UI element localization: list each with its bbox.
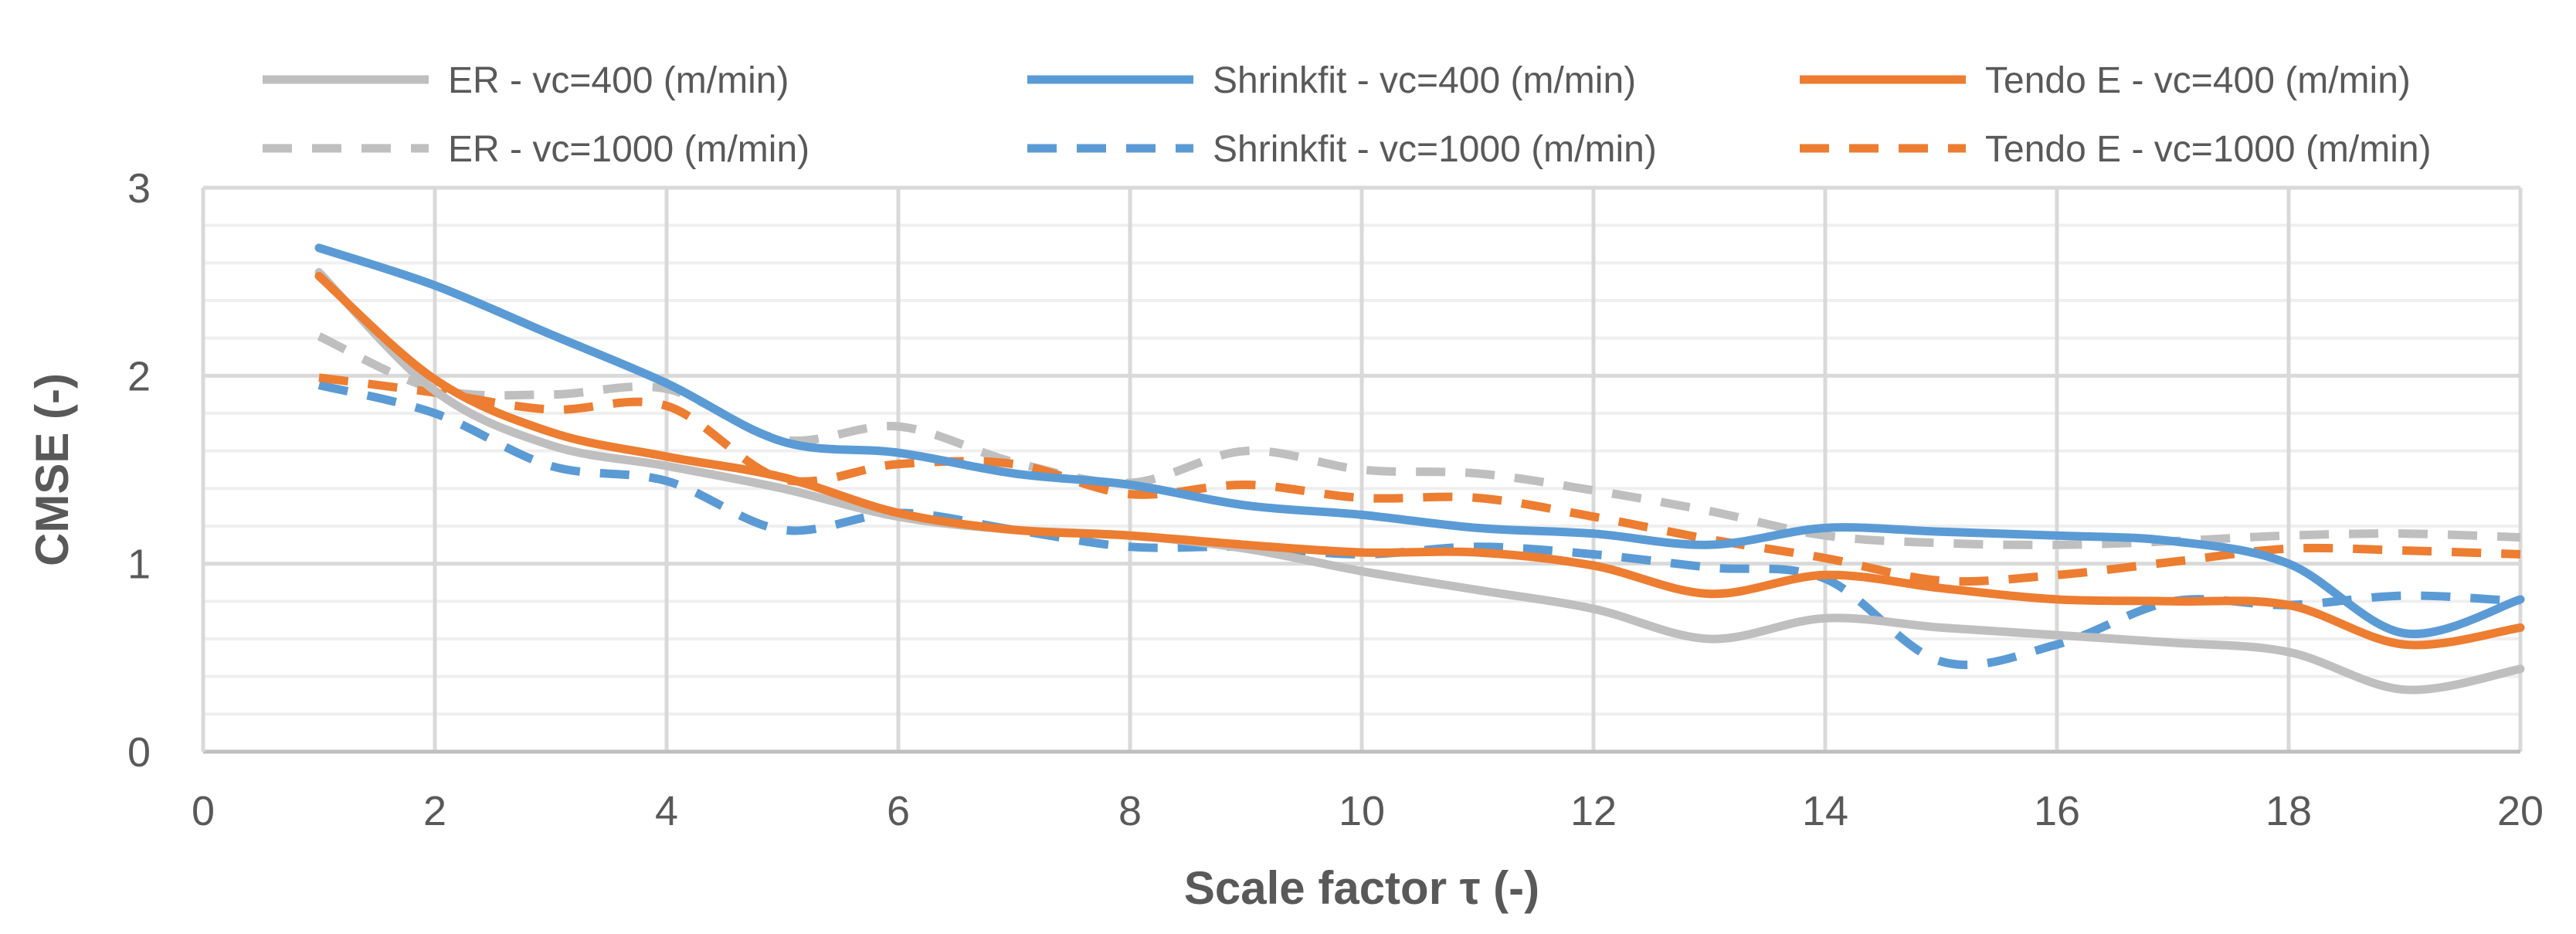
y-tick-label: 3 bbox=[127, 165, 151, 212]
x-tick-label: 20 bbox=[2497, 788, 2544, 834]
series-line-er-vc-400-m-min bbox=[314, 268, 2525, 695]
x-tick-label: 18 bbox=[2265, 788, 2312, 834]
x-tick-label: 2 bbox=[423, 788, 446, 834]
x-tick-label: 12 bbox=[1570, 788, 1617, 834]
axes bbox=[201, 188, 2520, 754]
x-tick-labels: 0 2 4 6 8 10 12 14 16 18 20 bbox=[192, 788, 2544, 834]
series-lines bbox=[314, 243, 2525, 695]
legend-label: ER - vc=400 (m/min) bbox=[448, 60, 789, 101]
x-tick-label: 6 bbox=[887, 788, 910, 834]
y-tick-label: 0 bbox=[127, 729, 151, 776]
legend-label: Shrinkfit - vc=1000 (m/min) bbox=[1213, 129, 1657, 170]
x-tick-label: 10 bbox=[1339, 788, 1385, 834]
x-tick-label: 16 bbox=[2034, 788, 2080, 834]
x-tick-label: 4 bbox=[655, 788, 678, 834]
series-line-tendo-e-vc-400-m-min bbox=[314, 271, 2525, 650]
legend-label: Shrinkfit - vc=400 (m/min) bbox=[1213, 60, 1636, 101]
legend-label: ER - vc=1000 (m/min) bbox=[448, 129, 809, 170]
legend-label: Tendo E - vc=400 (m/min) bbox=[1985, 60, 2411, 101]
series-line-tendo-e-vc-1000-m-min bbox=[318, 373, 2521, 586]
y-axis-title: CMSE (-) bbox=[26, 373, 78, 566]
x-tick-label: 8 bbox=[1118, 788, 1142, 834]
y-tick-label: 2 bbox=[127, 353, 151, 399]
x-tick-label: 14 bbox=[1802, 788, 1848, 834]
y-tick-labels: 0 1 2 3 bbox=[127, 165, 151, 776]
x-axis-title: Scale factor τ (-) bbox=[1184, 862, 1539, 914]
legend: ER - vc=400 (m/min) Shrinkfit - vc=400 (m… bbox=[263, 60, 2432, 170]
series-line-er-vc-1000-m-min bbox=[317, 332, 2521, 549]
x-tick-label: 0 bbox=[192, 788, 215, 834]
legend-label: Tendo E - vc=1000 (m/min) bbox=[1985, 129, 2432, 170]
y-tick-label: 1 bbox=[127, 542, 151, 588]
series-line-shrinkfit-vc-400-m-min bbox=[314, 243, 2525, 639]
